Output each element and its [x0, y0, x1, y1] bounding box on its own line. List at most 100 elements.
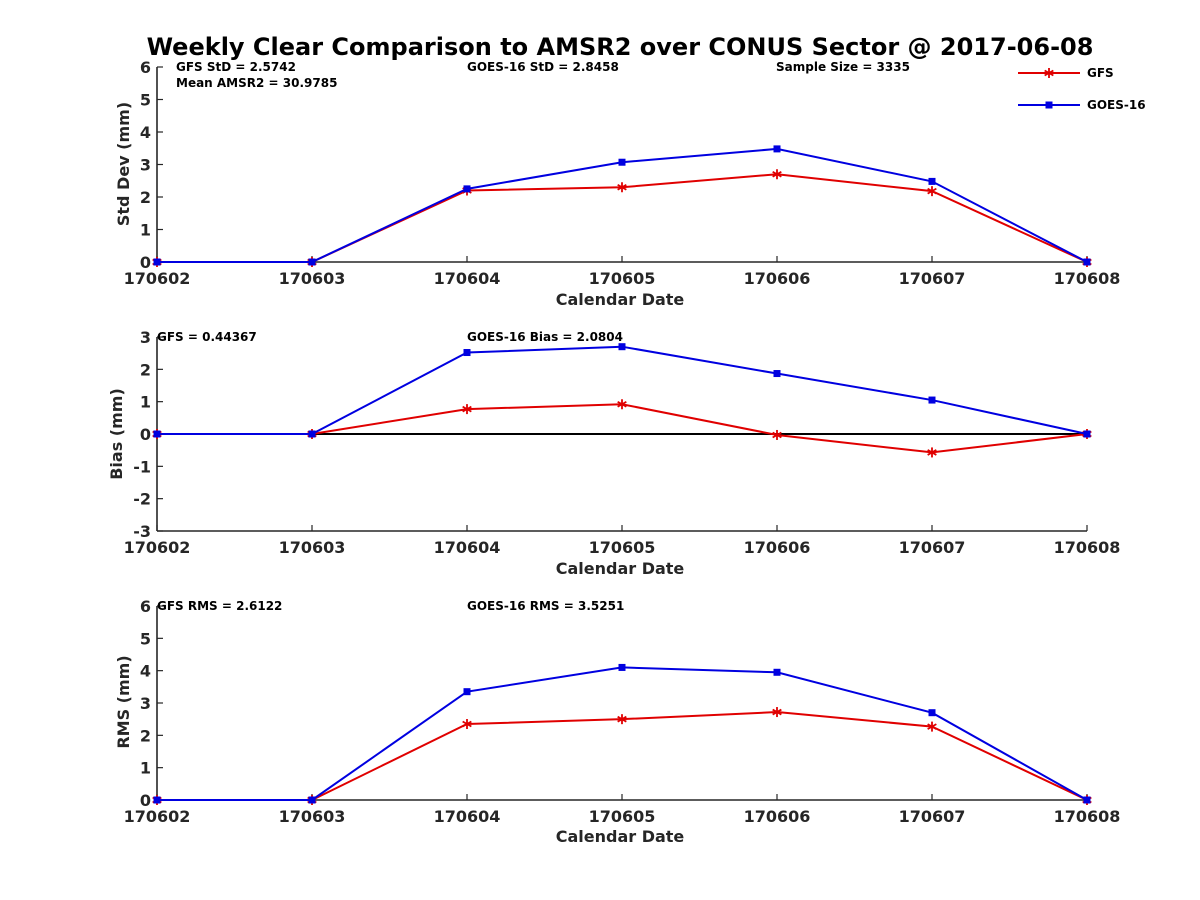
series-line-goes16 — [157, 345, 1088, 435]
annotation-sample-size: Sample Size = 3335 — [776, 60, 910, 74]
series-line-gfs — [157, 711, 1088, 801]
y-tick-label: 4 — [140, 662, 151, 681]
y-tick-label: 2 — [140, 188, 151, 207]
x-axis-label: Calendar Date — [556, 559, 685, 578]
y-tick-label: 5 — [140, 629, 151, 648]
x-tick-label: 170606 — [744, 269, 811, 288]
y-axis-label: Std Dev (mm) — [114, 102, 133, 226]
y-tick-label: 4 — [140, 123, 151, 142]
x-tick-label: 170604 — [434, 807, 501, 826]
x-tick-label: 170602 — [124, 538, 191, 557]
x-tick-label: 170604 — [434, 269, 501, 288]
data-point-goes16 — [618, 158, 626, 166]
data-point-gfs — [772, 429, 782, 440]
y-tick-label: 1 — [140, 393, 151, 412]
data-point-gfs — [617, 399, 627, 410]
y-tick-label: -3 — [133, 522, 151, 541]
data-point-goes16 — [928, 396, 936, 404]
y-axis-label: Bias (mm) — [107, 388, 126, 480]
y-tick-label: 2 — [140, 726, 151, 745]
data-point-gfs — [772, 169, 782, 180]
series-line-gfs — [157, 403, 1088, 454]
y-tick-label: 0 — [140, 425, 151, 444]
x-tick-label: 170608 — [1054, 269, 1121, 288]
y-tick-label: 1 — [140, 759, 151, 778]
y-tick-label: 1 — [140, 221, 151, 240]
data-point-goes16 — [463, 185, 471, 193]
chart-title: Weekly Clear Comparison to AMSR2 over CO… — [147, 33, 1094, 61]
data-point-goes16 — [1083, 258, 1091, 266]
y-tick-label: 6 — [140, 597, 151, 616]
y-ticks: 0 1 2 3 4 5 6 — [140, 597, 163, 810]
data-point-gfs — [927, 721, 937, 732]
x-tick-label: 170605 — [589, 269, 656, 288]
data-point-gfs — [772, 707, 782, 718]
data-point-goes16 — [1083, 430, 1091, 438]
x-tick-label: 170602 — [124, 807, 191, 826]
y-tick-label: 3 — [140, 694, 151, 713]
x-ticks: 170602 170603 170604 170605 170606 170607 1706… — [124, 794, 1121, 826]
x-tick-label: 170606 — [744, 807, 811, 826]
series-group — [152, 343, 1092, 458]
x-tick-label: 170607 — [899, 269, 966, 288]
x-tick-label: 170608 — [1054, 538, 1121, 557]
annotation-gfs-rms: GFS RMS = 2.6122 — [157, 599, 282, 613]
x-ticks: 170602 170603 170604 170605 170606 170607 1706… — [124, 256, 1121, 288]
data-point-goes16 — [618, 663, 626, 671]
legend-label-goes16: GOES-16 — [1087, 98, 1146, 112]
data-point-gfs — [927, 447, 937, 458]
data-point-goes16 — [308, 258, 316, 266]
annotation-goes16-std: GOES-16 StD = 2.8458 — [467, 60, 619, 74]
data-point-goes16 — [1083, 796, 1091, 804]
legend-marker-asterisk — [1044, 68, 1054, 78]
annotation-goes16-rms: GOES-16 RMS = 3.5251 — [467, 599, 624, 613]
legend: GFS GOES-16 — [1018, 66, 1146, 112]
x-tick-label: 170607 — [899, 807, 966, 826]
x-ticks: 170602 170603 170604 170605 170606 170607 1706… — [124, 525, 1121, 557]
y-tick-label: 0 — [140, 253, 151, 272]
data-point-gfs — [462, 404, 472, 415]
legend-marker-square — [1045, 101, 1053, 109]
y-ticks: 0 1 2 3 4 5 6 — [140, 58, 163, 272]
x-tick-label: 170603 — [279, 269, 346, 288]
data-point-goes16 — [773, 668, 781, 676]
data-point-goes16 — [153, 430, 161, 438]
y-tick-label: 5 — [140, 91, 151, 110]
x-tick-label: 170607 — [899, 538, 966, 557]
x-tick-label: 170602 — [124, 269, 191, 288]
data-point-goes16 — [928, 709, 936, 717]
series-line-goes16 — [157, 147, 1088, 263]
legend-marker-gfs — [1044, 68, 1054, 78]
data-point-goes16 — [463, 688, 471, 696]
annotation-gfs-std: GFS StD = 2.5742 — [176, 60, 296, 74]
series-group — [152, 145, 1092, 267]
data-point-goes16 — [153, 258, 161, 266]
y-tick-label: 2 — [140, 360, 151, 379]
x-tick-label: 170608 — [1054, 807, 1121, 826]
legend-label-gfs: GFS — [1087, 66, 1114, 80]
y-tick-label: 0 — [140, 791, 151, 810]
data-point-gfs — [617, 182, 627, 193]
y-axis-label: RMS (mm) — [114, 655, 133, 748]
x-tick-label: 170605 — [589, 807, 656, 826]
data-point-goes16 — [308, 430, 316, 438]
data-point-goes16 — [153, 796, 161, 804]
y-tick-label: 3 — [140, 156, 151, 175]
data-point-gfs — [927, 186, 937, 197]
x-tick-label: 170604 — [434, 538, 501, 557]
x-axis-label: Calendar Date — [556, 290, 685, 309]
data-point-goes16 — [773, 145, 781, 153]
data-point-goes16 — [308, 796, 316, 804]
y-tick-label: -1 — [133, 457, 151, 476]
annotation-gfs-bias: GFS = 0.44367 — [157, 330, 257, 344]
data-point-goes16 — [773, 370, 781, 378]
annotation-goes16-bias: GOES-16 Bias = 2.0804 — [467, 330, 623, 344]
x-tick-label: 170605 — [589, 538, 656, 557]
y-tick-label: 3 — [140, 328, 151, 347]
data-point-gfs — [462, 719, 472, 730]
x-tick-label: 170606 — [744, 538, 811, 557]
